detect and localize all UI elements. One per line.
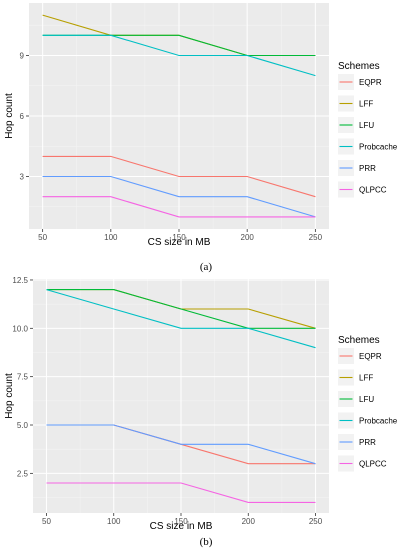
legend-label: LFU bbox=[359, 121, 374, 130]
legend: Schemes EQPR LFF LFU Probcache PRR QLPCC bbox=[338, 61, 398, 198]
series-line-lfu bbox=[46, 289, 316, 329]
y-tick-label: 6 bbox=[20, 112, 25, 121]
y-tick-label: 7.5 bbox=[17, 373, 29, 382]
series-line-eqpr bbox=[42, 155, 316, 198]
legend-title: Schemes bbox=[338, 335, 380, 346]
figure-caption: (a) bbox=[200, 261, 213, 273]
x-tick-label: 150 bbox=[174, 517, 188, 526]
y-axis-title: Hop count bbox=[4, 93, 15, 139]
legend-label: EQPR bbox=[359, 352, 382, 361]
legend-label: QLPCC bbox=[359, 460, 387, 469]
y-tick-label: 10.0 bbox=[12, 324, 28, 333]
y-tick-label: 12.5 bbox=[12, 276, 28, 285]
x-axis-title: CS size in MB bbox=[150, 521, 213, 532]
series-line-qlpcc bbox=[46, 482, 316, 503]
legend-label: Probcache bbox=[359, 143, 398, 152]
chart-panel-b: 50 100 150 200 250 2.5 5.0 7.5 10.0 12.5 CS size i… bbox=[4, 276, 398, 548]
series-line-prr bbox=[46, 424, 316, 465]
legend-label: EQPR bbox=[359, 78, 382, 87]
x-tick-label: 250 bbox=[309, 233, 323, 242]
x-tick-label: 50 bbox=[42, 517, 51, 526]
x-tick-label: 100 bbox=[104, 233, 118, 242]
x-tick-label: 200 bbox=[241, 233, 255, 242]
legend-label: PRR bbox=[359, 438, 376, 447]
legend: Schemes EQPR LFF LFU Probcache PRR QLPCC bbox=[338, 335, 398, 472]
x-tick-label: 50 bbox=[38, 233, 47, 242]
x-tick-label: 200 bbox=[242, 517, 256, 526]
legend-label: LFF bbox=[359, 374, 373, 383]
y-tick-label: 5.0 bbox=[17, 421, 29, 430]
series-line-probcache bbox=[46, 289, 316, 349]
series-line-probcache bbox=[42, 34, 316, 77]
y-tick-label: 3 bbox=[20, 173, 25, 182]
x-axis-title: CS size in MB bbox=[148, 237, 211, 248]
y-axis-title: Hop count bbox=[4, 373, 15, 419]
series-line-qlpcc bbox=[42, 196, 316, 218]
legend-label: Probcache bbox=[359, 417, 398, 426]
figure-caption: (b) bbox=[200, 536, 213, 548]
y-tick-label: 9 bbox=[20, 51, 25, 60]
x-tick-label: 100 bbox=[107, 517, 121, 526]
series-line-prr bbox=[42, 175, 316, 218]
x-tick-label: 250 bbox=[309, 517, 323, 526]
legend-label: PRR bbox=[359, 164, 376, 173]
x-tick-label: 150 bbox=[172, 233, 186, 242]
legend-title: Schemes bbox=[338, 61, 380, 72]
chart-panel-a: 50 100 150 200 250 3 6 9 CS size in MB Hop count S… bbox=[4, 3, 398, 273]
legend-label: QLPCC bbox=[359, 186, 387, 195]
legend-label: LFF bbox=[359, 100, 373, 109]
y-tick-label: 2.5 bbox=[17, 469, 29, 478]
legend-label: LFU bbox=[359, 395, 374, 404]
